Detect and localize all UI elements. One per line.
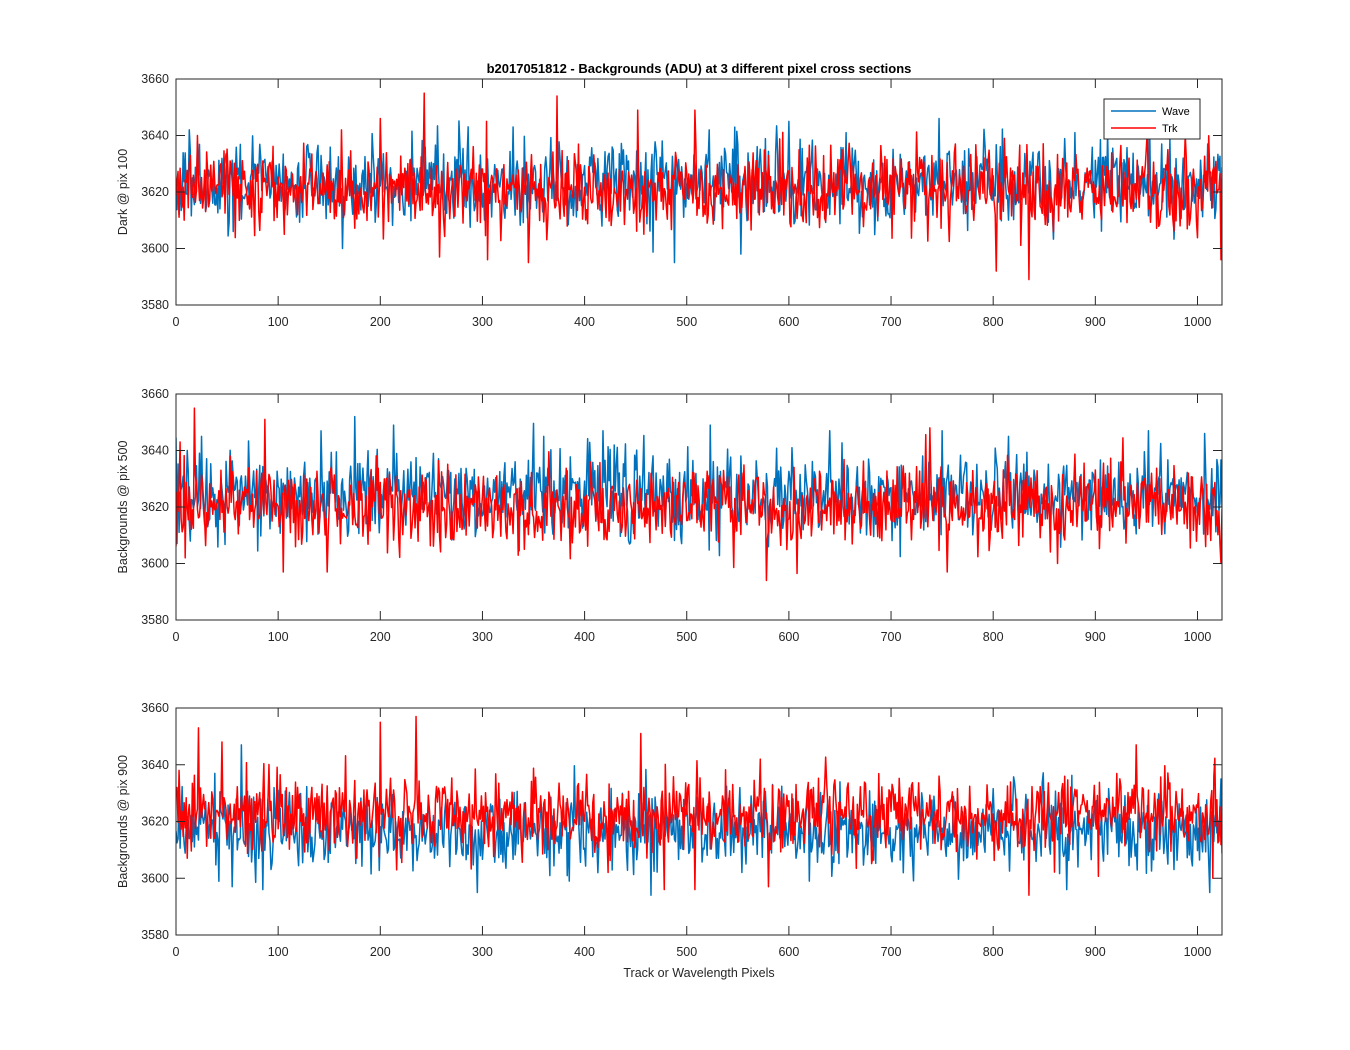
x-axis-label: Track or Wavelength Pixels <box>623 966 774 980</box>
x-tick-label: 100 <box>268 945 289 959</box>
x-tick-label: 100 <box>268 315 289 329</box>
y-tick-label: 3640 <box>141 758 169 772</box>
x-tick-label: 300 <box>472 945 493 959</box>
x-tick-label: 600 <box>778 630 799 644</box>
x-tick-label: 0 <box>173 945 180 959</box>
y-axis-label: Backgrounds @ pix 900 <box>116 755 130 888</box>
y-tick-label: 3600 <box>141 871 169 885</box>
x-tick-label: 500 <box>676 945 697 959</box>
x-tick-label: 700 <box>881 945 902 959</box>
y-tick-label: 3660 <box>141 387 169 401</box>
x-tick-label: 0 <box>173 315 180 329</box>
y-axis-label: Dark @ pix 100 <box>116 149 130 235</box>
x-tick-label: 500 <box>676 630 697 644</box>
y-tick-label: 3580 <box>141 928 169 942</box>
x-tick-label: 800 <box>983 945 1004 959</box>
x-tick-label: 600 <box>778 315 799 329</box>
x-tick-label: 400 <box>574 945 595 959</box>
legend-label-wave: Wave <box>1162 106 1190 118</box>
y-tick-label: 3580 <box>141 298 169 312</box>
y-tick-label: 3660 <box>141 72 169 86</box>
x-tick-label: 200 <box>370 630 391 644</box>
legend: Wave Trk <box>1103 98 1201 140</box>
y-tick-label: 3620 <box>141 815 169 829</box>
series-line-trk <box>176 407 1222 582</box>
x-tick-label: 300 <box>472 315 493 329</box>
x-tick-label: 800 <box>983 630 1004 644</box>
chart-panel-1: 0 100 200 300 400 500 600 700 800 900 1000 3580 3600… <box>116 72 1223 329</box>
series-group <box>176 715 1222 897</box>
x-tick-label: 0 <box>173 630 180 644</box>
x-tick-label: 200 <box>370 315 391 329</box>
legend-box <box>1103 98 1201 140</box>
chart-panel-2: 0 100 200 300 400 500 600 700 800 900 1000 3580 3600… <box>116 387 1223 644</box>
x-tick-label: 400 <box>574 315 595 329</box>
x-tick-label: 600 <box>778 945 799 959</box>
x-tick-label: 700 <box>881 315 902 329</box>
series-line-trk <box>176 715 1222 897</box>
x-tick-label: 700 <box>881 630 902 644</box>
y-tick-label: 3620 <box>141 500 169 514</box>
x-tick-label: 500 <box>676 315 697 329</box>
y-tick-label: 3660 <box>141 701 169 715</box>
series-group <box>176 92 1222 281</box>
x-tick-label: 400 <box>574 630 595 644</box>
x-tick-label: 900 <box>1085 945 1106 959</box>
x-tick-label: 1000 <box>1184 945 1212 959</box>
y-tick-label: 3640 <box>141 444 169 458</box>
series-group <box>176 407 1222 582</box>
y-tick-label: 3600 <box>141 557 169 571</box>
chart-panel-3: 0 100 200 300 400 500 600 700 800 900 1000 3580 3600… <box>116 701 1223 959</box>
y-tick-label: 3580 <box>141 613 169 627</box>
series-line-trk <box>176 92 1222 281</box>
figure-title: b2017051812 - Backgrounds (ADU) at 3 dif… <box>487 61 912 76</box>
legend-label-trk: Trk <box>1162 123 1178 135</box>
y-tick-label: 3600 <box>141 242 169 256</box>
y-tick-label: 3640 <box>141 129 169 143</box>
x-tick-label: 800 <box>983 315 1004 329</box>
y-axis-label: Backgrounds @ pix 500 <box>116 441 130 574</box>
y-tick-label: 3620 <box>141 185 169 199</box>
x-tick-label: 200 <box>370 945 391 959</box>
x-tick-label: 1000 <box>1184 315 1212 329</box>
axes-container: 0 100 200 300 400 500 600 700 800 900 100035803600… <box>116 72 1223 959</box>
x-tick-label: 300 <box>472 630 493 644</box>
x-tick-label: 1000 <box>1184 630 1212 644</box>
x-tick-label: 900 <box>1085 630 1106 644</box>
x-tick-label: 100 <box>268 630 289 644</box>
x-tick-label: 900 <box>1085 315 1106 329</box>
